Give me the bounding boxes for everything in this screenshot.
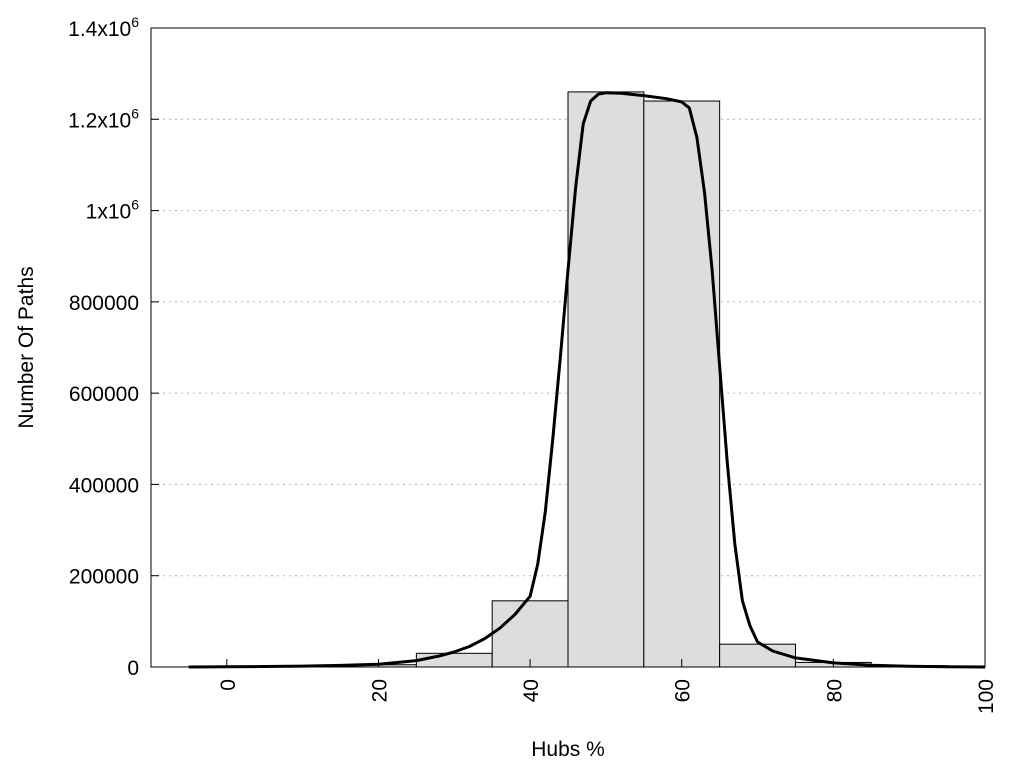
y-tick-label-exponent: 6	[131, 14, 139, 30]
y-axis: 02000004000006000008000001x1061.2x1061.4…	[68, 14, 159, 680]
x-tick-label: 100	[975, 679, 998, 714]
y-tick-label-base: 0	[127, 657, 139, 680]
fit-curve-layer	[188, 91, 986, 669]
y-tick-label-base: 1.4x10	[68, 18, 131, 41]
histogram-bar	[491, 600, 569, 668]
y-tick-label-base: 1.2x10	[68, 109, 131, 132]
x-tick-label: 20	[368, 679, 391, 702]
y-tick-label: 800000	[69, 292, 139, 315]
plot-frame	[150, 27, 986, 668]
y-tick-label-base: 400000	[69, 474, 139, 497]
y-axis-title: Number Of Paths	[15, 266, 38, 428]
x-axis: 0 20 40 60 80 100	[217, 659, 998, 714]
x-tick-label: 60	[672, 679, 695, 702]
y-tick-label-exponent: 6	[131, 197, 139, 213]
histogram-bar	[415, 652, 493, 668]
y-tick-label: 200000	[69, 566, 139, 589]
grid-lines	[151, 118, 985, 577]
y-tick-label-base: 1x10	[86, 201, 132, 224]
x-tick-label: 40	[520, 679, 543, 702]
x-tick-label: 0	[217, 679, 240, 691]
y-tick-label-base: 800000	[69, 292, 139, 315]
y-tick-label: 400000	[69, 474, 139, 497]
y-tick-label-exponent: 6	[131, 105, 139, 121]
y-tick-label-base: 200000	[69, 566, 139, 589]
y-tick-label-base: 600000	[69, 383, 139, 406]
y-tick-label: 1.4x106	[68, 14, 139, 41]
histogram-bar	[643, 100, 721, 668]
y-tick-label: 1.2x106	[68, 105, 139, 132]
histogram-bar	[567, 91, 645, 668]
fit-curve	[188, 91, 986, 669]
x-tick-label: 80	[823, 679, 846, 702]
x-axis-title: Hubs %	[531, 738, 605, 761]
y-tick-label: 0	[127, 657, 139, 680]
y-tick-label: 600000	[69, 383, 139, 406]
y-tick-label: 1x106	[86, 197, 140, 224]
histogram-bars	[188, 91, 986, 668]
